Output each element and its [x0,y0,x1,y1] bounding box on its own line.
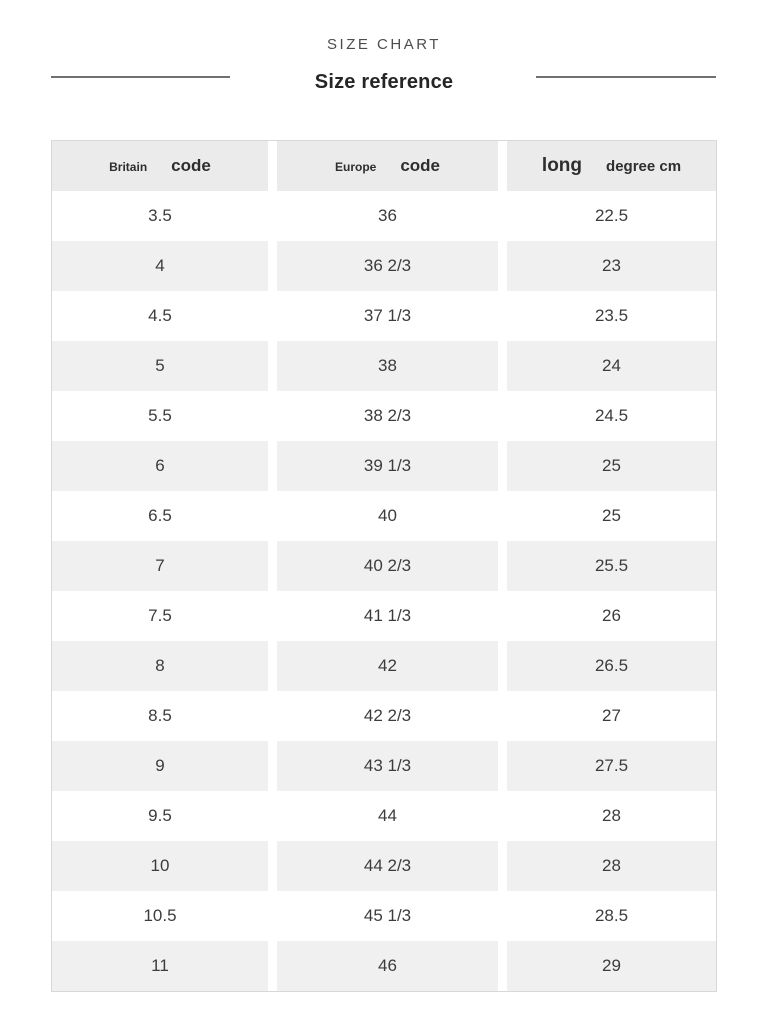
table-cell: 9.5 [52,791,268,841]
table-cell: 40 2/3 [277,541,498,591]
table-cell: 28 [507,791,716,841]
table-cell: 36 2/3 [277,241,498,291]
table-cell: 9 [52,741,268,791]
table-cell: 42 [277,641,498,691]
table-cell: 7 [52,541,268,591]
header-label: degree cm [606,158,682,175]
table-cell: 39 1/3 [277,441,498,491]
table-cell: 3.5 [52,191,268,241]
table-cell: 24 [507,341,716,391]
table-cell: 38 2/3 [277,391,498,441]
table-cell: 43 1/3 [277,741,498,791]
header-cell: Europe code [277,141,498,191]
table-cell: 44 [277,791,498,841]
table-cell: 37 1/3 [277,291,498,341]
size-chart-title: Size reference [314,71,454,93]
table-cell: 7.5 [52,591,268,641]
table-cell: 42 2/3 [277,691,498,741]
table-cell: 11 [52,941,268,991]
table-cell: 10.5 [52,891,268,941]
table-cell: 8 [52,641,268,691]
table-cell: 6 [52,441,268,491]
table-cell: 25 [507,441,716,491]
table-cell: 4 [52,241,268,291]
table-cell: 27 [507,691,716,741]
table-cell: 29 [507,941,716,991]
table-cell: 5 [52,341,268,391]
header-cell: long degree cm [507,141,716,191]
divider-right [536,76,716,78]
table-cell: 28 [507,841,716,891]
table-cell: 4.5 [52,291,268,341]
header-cell: Britain code [52,141,268,191]
table-cell: 27.5 [507,741,716,791]
table-cell: 5.5 [52,391,268,441]
size-table: Britain code Europe code long degree cm 3.5 36 2… [51,140,717,992]
table-cell: 25.5 [507,541,716,591]
table-cell: 25 [507,491,716,541]
table-cell: 10 [52,841,268,891]
table-cell: 46 [277,941,498,991]
table-cell: 45 1/3 [277,891,498,941]
header-label: Britain [109,160,148,174]
size-chart-eyebrow: SIZE CHART [327,36,441,53]
table-cell: 22.5 [507,191,716,241]
table-cell: 26 [507,591,716,641]
table-cell: 36 [277,191,498,241]
table-cell: 26.5 [507,641,716,691]
table-cell: 28.5 [507,891,716,941]
table-cell: 38 [277,341,498,391]
divider-left [51,76,230,78]
table-cell: 24.5 [507,391,716,441]
header-label: code [400,156,441,175]
table-cell: 23.5 [507,291,716,341]
table-cell: 23 [507,241,716,291]
table-cell: 41 1/3 [277,591,498,641]
table-cell: 8.5 [52,691,268,741]
header-label: code [171,156,211,175]
table-cell: 44 2/3 [277,841,498,891]
header-label: Europe [334,160,377,174]
table-cell: 6.5 [52,491,268,541]
header-label: long [541,155,583,176]
table-cell: 40 [277,491,498,541]
